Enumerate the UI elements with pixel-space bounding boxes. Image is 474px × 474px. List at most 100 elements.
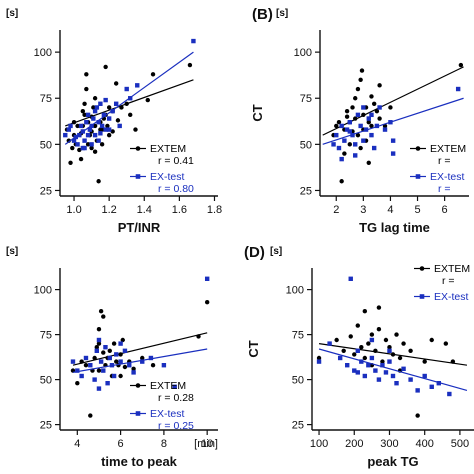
y-unit-label: [s] (6, 8, 18, 19)
data-point-ex-test (105, 381, 110, 386)
data-point-extem (352, 352, 357, 357)
data-point-ex-test (455, 86, 461, 92)
data-point-extem (334, 123, 339, 129)
data-point-ex-test (353, 142, 358, 147)
y-tick-label: 50 (292, 375, 304, 387)
data-point-ex-test (371, 145, 377, 151)
data-point-extem (344, 114, 350, 119)
data-point-ex-test (135, 83, 140, 88)
data-point-ex-test (422, 373, 427, 379)
data-point-ex-test (347, 120, 352, 125)
x-axis-title: time to peak (101, 454, 178, 469)
data-point-extem (359, 68, 365, 73)
data-point-extem (99, 127, 105, 132)
data-point-extem (366, 120, 371, 125)
data-point-extem (78, 156, 84, 162)
data-point-ex-test (87, 127, 93, 132)
data-point-ex-test (91, 116, 96, 121)
data-point-extem (107, 348, 112, 353)
data-point-extem (88, 413, 93, 418)
data-point-extem (94, 345, 99, 350)
data-point-ex-test (359, 359, 364, 364)
series-extem (70, 300, 210, 418)
data-point-extem (380, 359, 385, 364)
data-point-extem (84, 72, 89, 77)
data-point-extem (362, 355, 368, 361)
data-point-extem (366, 341, 371, 346)
data-point-ex-test (114, 352, 119, 357)
x-tick-label: 300 (380, 438, 398, 450)
series-extem (316, 305, 468, 418)
legend-marker-ex-test (419, 294, 425, 299)
data-point-extem (96, 341, 102, 346)
data-point-ex-test (344, 127, 350, 132)
data-point-extem (68, 160, 73, 165)
data-point-ex-test (362, 373, 368, 379)
data-point-extem (75, 123, 80, 129)
legend-series-name: EXTEM (150, 143, 186, 155)
y-tick-label: 50 (300, 139, 312, 151)
data-point-ex-test (88, 363, 93, 368)
data-point-extem (118, 373, 123, 379)
data-point-extem (115, 118, 121, 123)
data-point-ex-test (92, 132, 98, 138)
data-point-extem (348, 334, 353, 339)
data-point-extem (355, 86, 361, 92)
y-tick-label: 25 (300, 185, 312, 197)
data-point-ex-test (376, 377, 382, 382)
data-point-ex-test (336, 145, 342, 151)
data-point-extem (82, 101, 87, 106)
data-point-extem (120, 337, 125, 343)
data-point-extem (377, 116, 382, 121)
data-point-extem (355, 323, 360, 328)
data-point-ex-test (131, 370, 136, 375)
data-point-ex-test (369, 337, 375, 343)
series-ex-test (70, 276, 210, 391)
legend-series-name: EX-test (430, 171, 465, 183)
legend-marker-extem (135, 383, 141, 388)
legend-r-value: r = (438, 183, 451, 195)
data-point-ex-test (358, 123, 363, 129)
data-point-ex-test (106, 116, 112, 121)
data-point-ex-test (85, 132, 91, 138)
data-point-ex-test (70, 359, 76, 364)
y-tick-label: 25 (292, 420, 304, 432)
data-point-ex-test (347, 129, 352, 134)
data-point-extem (358, 145, 363, 151)
x-tick-label: 1.0 (66, 204, 81, 216)
data-point-ex-test (337, 355, 343, 361)
x-tick-label: 200 (345, 438, 363, 450)
data-point-ex-test (361, 105, 366, 110)
data-point-ex-test (103, 127, 108, 132)
data-point-extem (341, 348, 346, 353)
x-tick-label: 3 (360, 204, 366, 216)
data-point-extem (369, 332, 375, 337)
x-tick-label: 10 (201, 438, 213, 450)
data-point-ex-test (84, 120, 89, 125)
data-point-extem (408, 348, 413, 353)
data-point-ex-test (447, 391, 452, 397)
data-point-extem (70, 145, 75, 151)
data-point-ex-test (106, 127, 112, 132)
regression-line (322, 66, 464, 136)
y-tick-label: 75 (40, 93, 52, 105)
data-point-ex-test (63, 132, 68, 138)
data-point-extem (101, 350, 106, 355)
data-point-ex-test (380, 363, 385, 368)
data-point-ex-test (113, 101, 119, 106)
regression-line (72, 348, 208, 373)
data-point-extem (110, 129, 115, 134)
data-point-extem (85, 142, 91, 147)
data-point-extem (362, 309, 368, 314)
data-point-extem (91, 105, 96, 110)
regression-line (322, 97, 464, 145)
data-point-ex-test (353, 153, 358, 158)
data-point-ex-test (96, 138, 101, 143)
x-tick-label: 5 (414, 204, 420, 216)
data-point-ex-test (355, 348, 360, 353)
y-tick-label: 100 (34, 47, 52, 59)
data-point-ex-test (118, 359, 123, 364)
data-point-ex-test (390, 151, 396, 156)
data-point-extem (353, 96, 358, 101)
